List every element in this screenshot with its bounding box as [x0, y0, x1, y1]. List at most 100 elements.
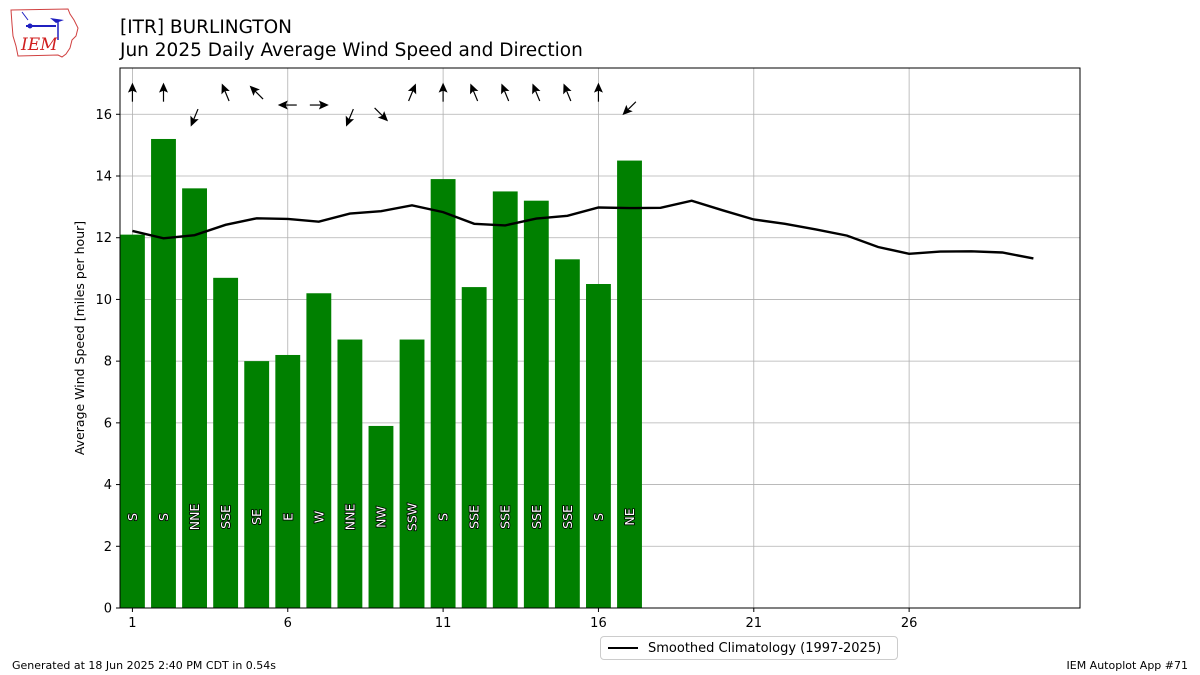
wind-arrow	[127, 82, 137, 102]
direction-label: W	[311, 511, 326, 523]
wind-arrow-shaft	[534, 89, 541, 102]
legend-label-climatology: Smoothed Climatology (1997-2025)	[648, 640, 882, 656]
y-tick-label: 0	[104, 602, 112, 617]
wind-arrow-shaft	[192, 108, 199, 121]
iem-logo-icon: IEM	[10, 8, 79, 58]
bar	[306, 293, 332, 608]
wind-arrow-head	[593, 82, 603, 93]
bar	[399, 339, 425, 608]
direction-label: S	[436, 513, 451, 521]
x-tick-label: 1	[128, 616, 136, 631]
x-tick-label: 6	[284, 616, 292, 631]
wind-arrow	[221, 83, 230, 102]
y-tick-label: 2	[104, 540, 112, 555]
wind-arrow-head	[563, 83, 572, 95]
wind-arrow	[563, 83, 572, 102]
direction-labels: S S NNE SSE SE E W NNE NW SSW S SSE SSE SSE SSE S NE	[124, 502, 638, 532]
wind-arrow-shaft	[254, 90, 264, 100]
direction-label: SSE	[560, 505, 575, 529]
wind-arrow-shaft	[503, 89, 510, 102]
climatology-series	[132, 199, 1034, 260]
y-tick-label: 8	[104, 355, 112, 370]
legend-line-swatch	[608, 647, 638, 649]
direction-arrows	[127, 82, 637, 127]
wind-arrow-shaft	[223, 89, 230, 102]
direction-label: S	[125, 513, 140, 521]
wind-arrow	[190, 108, 199, 127]
wind-arrow-shaft	[408, 89, 414, 102]
generated-timestamp: Generated at 18 Jun 2025 2:40 PM CDT in …	[12, 659, 277, 672]
y-tick-label: 10	[95, 293, 112, 308]
x-tick-label: 26	[901, 616, 918, 631]
bar	[275, 354, 301, 608]
bar	[120, 234, 145, 608]
wind-arrow-head	[127, 82, 137, 93]
y-tick-label: 16	[95, 108, 112, 123]
y-tick-label: 14	[95, 170, 112, 185]
wind-arrow-shaft	[626, 101, 637, 111]
wind-arrow	[532, 83, 541, 102]
direction-label: SSW	[405, 503, 420, 531]
bar	[244, 361, 270, 608]
app-credit: IEM Autoplot App #71	[1066, 659, 1189, 672]
wind-arrow-head	[377, 111, 389, 122]
bar	[617, 160, 642, 609]
direction-label: SSE	[529, 505, 544, 529]
wind-arrow-shaft	[374, 107, 384, 117]
wind-arrow-shaft	[348, 108, 354, 121]
bar	[430, 179, 456, 609]
wind-arrow	[501, 83, 510, 102]
y-tick-label: 4	[104, 478, 112, 493]
legend: Smoothed Climatology (1997-2025)	[600, 636, 898, 660]
wind-arrow	[593, 82, 603, 102]
direction-label: SSE	[218, 505, 233, 529]
bar	[492, 191, 518, 608]
y-axis-label: Average Wind Speed [miles per hour]	[72, 221, 87, 455]
wind-arrow-head	[438, 82, 448, 93]
wind-arrow	[249, 85, 264, 100]
bar	[213, 277, 239, 608]
bar-series	[120, 138, 642, 609]
chart-subtitle: Jun 2025 Daily Average Wind Speed and Di…	[120, 40, 583, 61]
wind-arrow	[438, 82, 448, 102]
wind-arrow-head	[318, 100, 329, 110]
wind-arrow	[622, 101, 637, 116]
wind-arrow-shaft	[472, 89, 479, 102]
direction-label: NNE	[187, 504, 202, 531]
wind-arrow-head	[407, 83, 417, 95]
wind-arrow-head	[190, 115, 199, 127]
bar	[368, 425, 394, 608]
x-tick-label: 16	[590, 616, 607, 631]
axes-frame	[119, 67, 1081, 609]
wind-arrow	[309, 100, 329, 110]
direction-label: SSE	[467, 505, 482, 529]
direction-label: SE	[249, 509, 264, 525]
direction-label: NW	[373, 506, 388, 528]
wind-arrow	[345, 108, 355, 127]
wind-arrow	[277, 100, 297, 110]
direction-label: SSE	[498, 505, 513, 529]
bar	[461, 287, 487, 608]
y-tick-label: 6	[104, 416, 112, 431]
x-tick-label: 21	[746, 616, 763, 631]
bar	[182, 188, 207, 609]
wind-arrow	[374, 107, 389, 122]
wind-arrow-head	[532, 83, 541, 95]
wind-arrow-head	[622, 104, 633, 116]
direction-label: NE	[622, 508, 637, 525]
climatology-line	[132, 199, 1034, 260]
direction-label: S	[591, 513, 606, 521]
direction-label: E	[280, 513, 295, 521]
x-tick-label: 11	[435, 616, 452, 631]
bar	[523, 200, 549, 608]
wind-arrow-head	[249, 85, 260, 96]
bar	[586, 284, 611, 608]
wind-arrow-head	[221, 83, 230, 95]
wind-arrow-head	[501, 83, 510, 95]
y-tick-label: 12	[95, 231, 112, 246]
bar	[151, 138, 176, 608]
wind-arrow-shaft	[565, 89, 572, 102]
wind-arrow-head	[158, 82, 168, 93]
